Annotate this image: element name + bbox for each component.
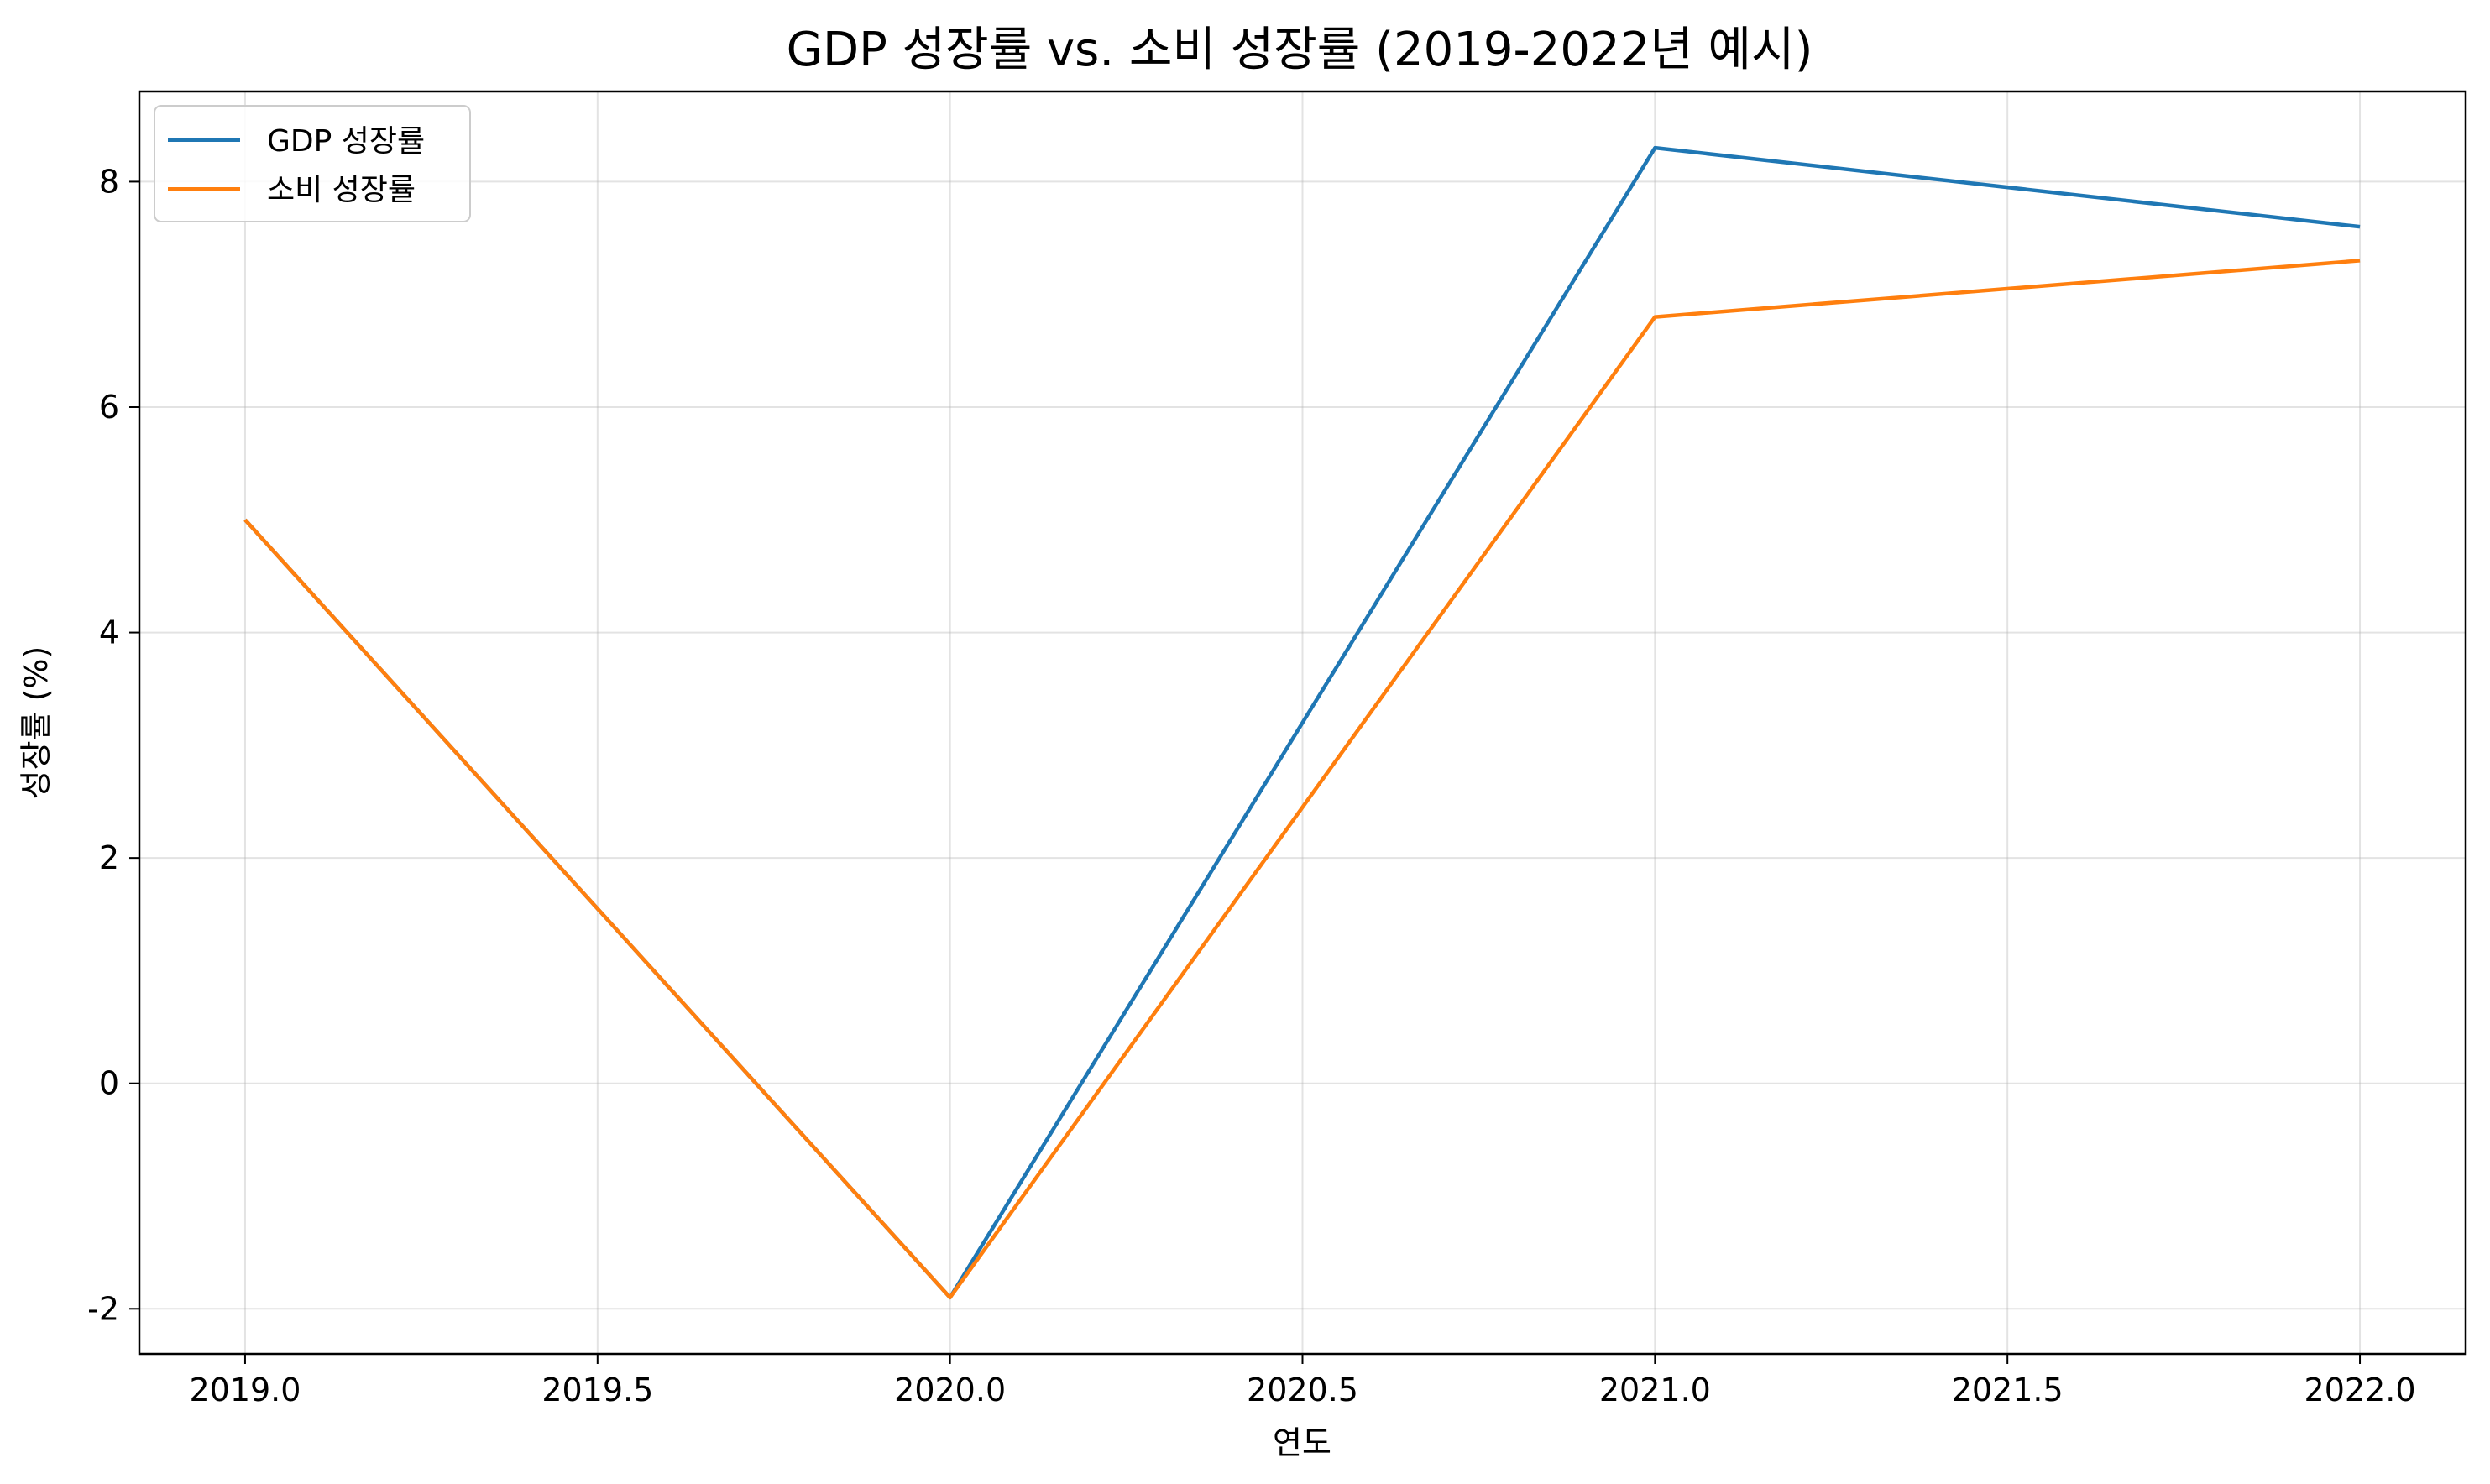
x-axis: 2019.0 2019.5 2020.0 2020.5 2021.0 2021.5 2022…: [189, 1354, 2416, 1408]
x-tick-label: 2019.5: [541, 1372, 653, 1408]
y-axis-title: 성장률 (%): [18, 646, 55, 800]
y-tick-label: 6: [99, 389, 119, 426]
legend-label-gdp: GDP 성장률: [267, 124, 425, 159]
consumption-growth-line: [243, 259, 2361, 1300]
x-tick-label: 2020.5: [1247, 1372, 1358, 1408]
legend: GDP 성장률 소비 성장률: [154, 105, 471, 222]
series-lines: [243, 145, 2361, 1300]
x-tick-label: 2021.5: [1952, 1372, 2064, 1408]
legend-box: [154, 105, 471, 222]
x-tick-label: 2021.0: [1599, 1372, 1711, 1408]
y-tick-label: 0: [99, 1065, 119, 1102]
y-tick-label: -2: [87, 1290, 119, 1327]
y-tick-label: 2: [99, 839, 119, 876]
legend-label-consumption: 소비 성장률: [267, 173, 416, 207]
y-axis: -2 0 2 4 6 8: [87, 163, 139, 1327]
x-tick-label: 2020.0: [894, 1372, 1006, 1408]
grid-lines: [139, 91, 2466, 1354]
x-tick-label: 2022.0: [2304, 1372, 2416, 1408]
y-tick-label: 4: [99, 614, 119, 651]
x-tick-label: 2019.0: [189, 1372, 301, 1408]
y-tick-label: 8: [99, 163, 119, 200]
x-axis-title: 연도: [1273, 1424, 1331, 1461]
chart-title: GDP 성장률 vs. 소비 성장률 (2019-2022년 예시): [787, 23, 1813, 77]
